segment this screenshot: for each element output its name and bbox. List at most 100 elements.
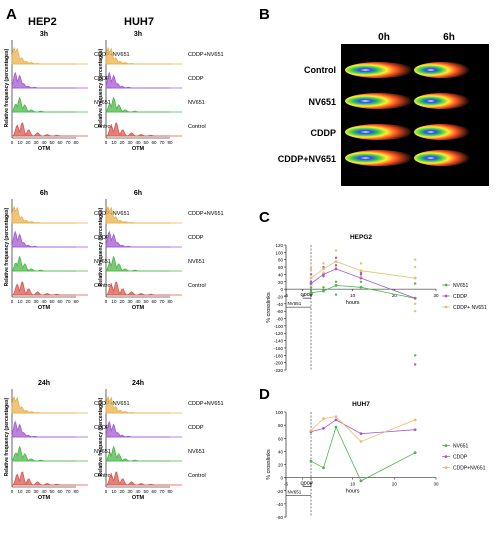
y-tick-label: 120 [275,243,283,248]
x-axis-label: OTM [132,146,145,152]
data-point [309,428,313,432]
legend-label: CDDP [453,294,468,300]
x-tick-label: 20 [392,293,398,298]
replicate-point [359,262,363,265]
panel-B-letter: B [259,6,270,23]
y-axis-label: % crosslinks [266,449,272,480]
cddp-label: CDDP [300,292,313,297]
row-label: CDDP [94,425,110,431]
replicate-point [413,309,417,313]
x-tick-label: 40 [135,140,141,145]
legend-marker [444,294,448,298]
x-tick-label: 20 [119,140,125,145]
data-point [334,284,338,287]
data-point [309,459,313,463]
comet-2-1 [414,124,470,140]
row-label: CDDP [188,425,204,431]
row-label: CDDP [94,76,110,82]
y-tick-label: -40 [276,302,283,307]
legend-marker [444,305,448,309]
x-tick-label: 10 [111,489,117,494]
data-point [413,428,417,432]
comet-0-0 [345,62,413,78]
x-tick-label: 40 [41,140,47,145]
histogram-control [11,122,76,137]
y-tick-label: 0 [280,287,283,292]
x-axis-label: OTM [38,495,51,501]
y-axis-label: Relative frequency (percentages) [4,207,10,286]
data-point [413,296,417,300]
x-tick-label: 0 [310,482,313,487]
y-tick-label: -140 [274,339,284,344]
x-tick-label: 70 [65,140,71,145]
row-label: Control [188,124,206,130]
y-tick-label: 0 [280,476,283,481]
data-point [309,291,313,295]
y-tick-label: 40 [278,272,284,277]
row-label: CDDP+NV651 [188,52,224,58]
y-axis-label: Relative frequency (percentages) [98,48,104,127]
replicate-point [413,302,417,306]
comet-row-control: Control [304,65,336,75]
histogram-nv651 [105,445,170,462]
x-tick-label: 80 [167,489,173,494]
x-axis-label: OTM [38,146,51,152]
histogram-cddp-nv651 [11,205,76,224]
x-tick-label: 80 [73,140,79,145]
row-label: Control [188,283,206,289]
comet-0-1 [414,62,470,78]
comet-row-nv651: NV651 [308,97,336,107]
histogram-cddp [105,71,170,89]
x-tick-label: 0 [11,299,14,304]
x-axis-label: hours [346,300,360,306]
x-tick-label: 60 [151,299,157,304]
histogram-control [11,471,76,486]
histogram-control [105,122,170,137]
row-label: NV651 [94,449,111,455]
row-label: NV651 [188,259,205,265]
cddp-label: CDDP [300,481,313,486]
y-tick-label: 20 [278,280,284,285]
y-tick-label: 80 [278,258,284,263]
x-axis-label: hours [346,489,360,495]
chart-hepg2: HEPG2 120 100 80 60 40 20 0 -20 -40 -60 -80 -100 -120… [266,234,487,373]
row-label: Control [94,473,112,479]
y-axis-label: Relative frequency (percentages) [98,207,104,286]
x-tick-label: 0 [105,140,108,145]
x-axis-label: OTM [132,495,145,501]
x-tick-label: 0 [105,489,108,494]
x-tick-label: 10 [17,299,23,304]
legend-marker [444,455,448,458]
histogram-cddp [11,71,76,89]
chart-title: HUH7 [352,401,370,408]
x-tick-label: 0 [11,140,14,145]
x-tick-label: 80 [167,140,173,145]
replicate-point [334,256,338,260]
x-tick-label: 20 [25,489,31,494]
replicate-point [334,280,338,283]
replicate-point [309,286,313,289]
legend-marker [444,466,448,469]
x-tick-label: 10 [17,140,23,145]
data-point [359,432,363,436]
panel-C-letter: C [259,209,270,226]
x-tick-label: 70 [65,299,71,304]
row-label: CDDP [188,76,204,82]
comet-col-0h: 0h [378,32,390,43]
x-tick-label: 0 [105,299,108,304]
x-tick-label: 40 [135,489,141,494]
histogram-control [11,281,76,296]
replicate-point [334,293,338,296]
x-tick-label: 30 [433,482,439,487]
row-label: Control [94,283,112,289]
data-point [359,276,363,280]
histogram-control [105,281,170,296]
histogram-nv651 [105,96,170,113]
legend-marker [444,283,448,287]
time-label: 6h [40,190,48,197]
x-tick-label: 60 [57,140,63,145]
replicate-point [359,273,363,276]
x-tick-label: 50 [143,299,149,304]
x-tick-label: 60 [57,489,63,494]
x-tick-label: 30 [33,140,39,145]
